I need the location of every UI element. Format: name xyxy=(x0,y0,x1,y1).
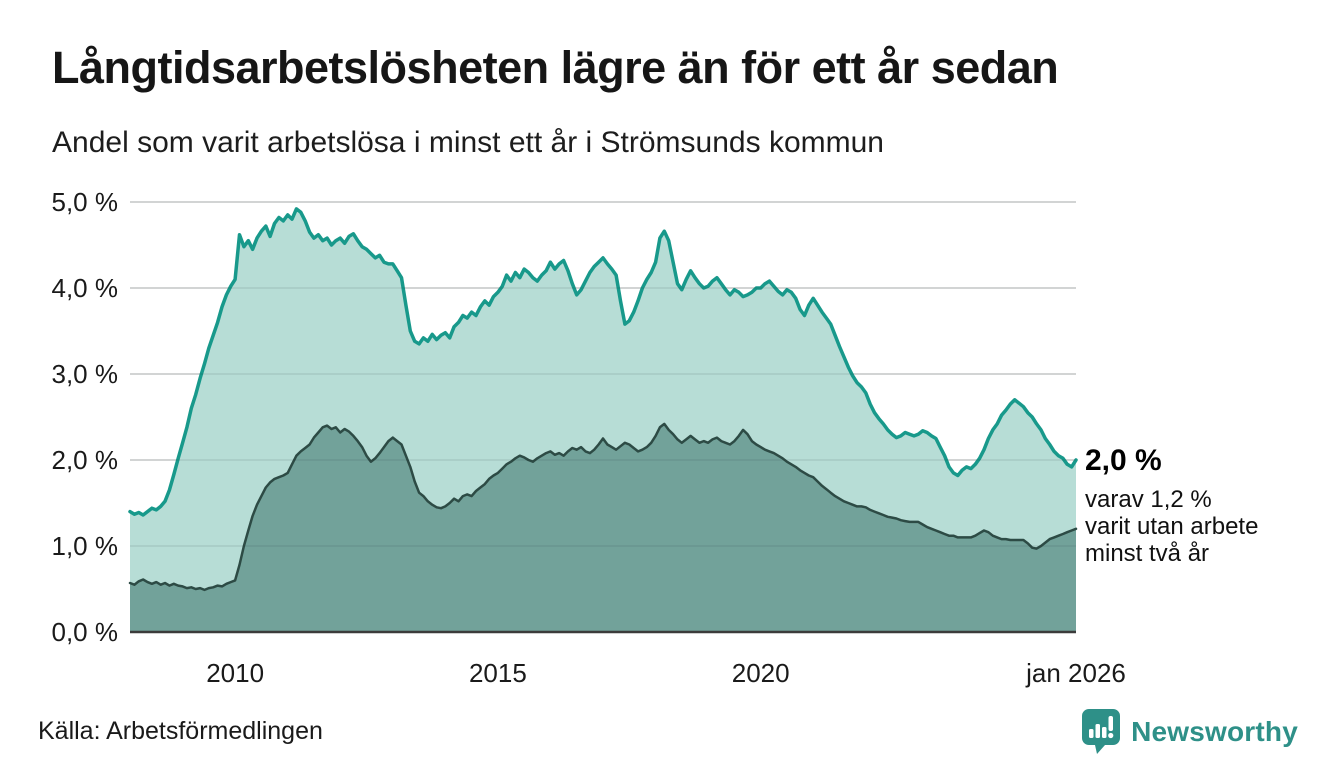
x-tick-label: 2015 xyxy=(468,658,527,688)
x-tick-label: jan 2026 xyxy=(1026,658,1126,688)
newsworthy-wordmark: Newsworthy xyxy=(1131,715,1298,747)
area-series xyxy=(128,207,1078,632)
y-tick-label: 4,0 % xyxy=(51,273,119,303)
newsworthy-speech-bubble-bar-chart-icon xyxy=(1082,709,1121,754)
y-tick-label: 2,0 % xyxy=(51,445,119,475)
y-tick-label: 0,0 % xyxy=(51,617,119,647)
newsworthy-branding: Newsworthy xyxy=(1081,708,1298,755)
latest-value-label: 2,0 % xyxy=(1085,444,1162,477)
gridlines-overlay xyxy=(130,201,1076,547)
x-tick-label: 2020 xyxy=(731,658,790,688)
source-note: Källa: Arbetsförmedlingen xyxy=(38,717,323,745)
x-tick-label: 2010 xyxy=(206,658,265,688)
gridlines xyxy=(130,201,1076,547)
latest-value-annotation: 2,0 % varav 1,2 % varit utan arbete minst … xyxy=(1085,444,1315,567)
latest-value-detail: varav 1,2 % varit utan arbete minst två år xyxy=(1085,486,1259,567)
chart-subtitle: Andel som varit arbetslösa i minst ett å… xyxy=(52,126,884,159)
y-tick-label: 3,0 % xyxy=(51,359,119,389)
y-tick-label: 5,0 % xyxy=(51,187,119,217)
page-title: Långtidsarbetslösheten lägre än för ett … xyxy=(52,42,1059,93)
y-tick-label: 1,0 % xyxy=(51,531,119,561)
